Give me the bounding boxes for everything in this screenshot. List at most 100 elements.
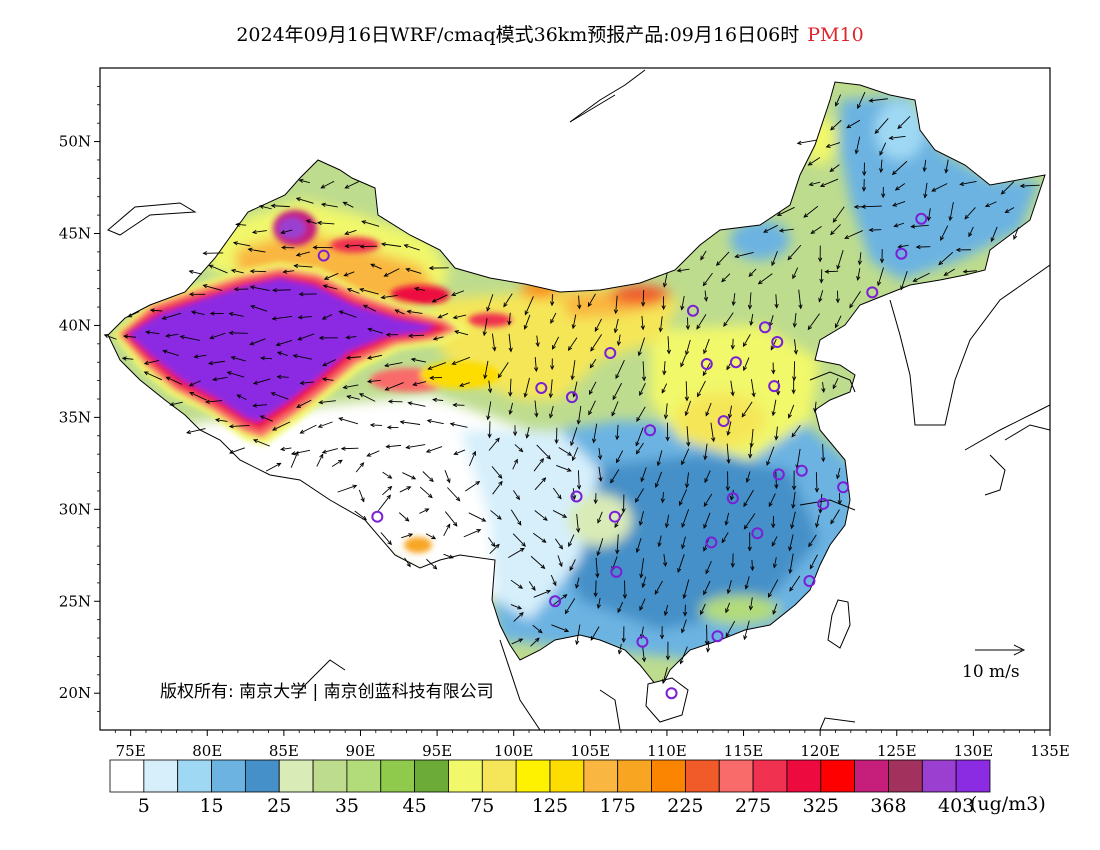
colorbar-label: 175 [600,795,636,817]
wind-arrow [568,337,578,351]
wind-arrow-head [249,341,255,346]
wind-arrow [347,395,360,400]
wind-arrow-head [568,542,573,548]
wind-arrow [384,268,400,277]
wind-arrow-head [569,566,574,572]
wind-arrow [552,487,562,499]
wind-arrow [745,576,750,589]
wind-arrow [924,182,928,198]
wind-arrow-head [258,204,264,209]
wind-arrow [794,339,797,354]
wind-arrow [306,220,317,225]
wind-arrow [189,270,202,275]
wind-arrow-head [411,475,417,480]
wind-arrow-head [677,568,682,574]
wind-arrow [362,220,380,227]
wind-arrow-head [557,494,562,500]
wind-arrow-head [616,341,622,347]
wind-arrow [829,164,840,172]
wind-arrow [210,332,226,339]
wind-arrow [638,337,646,356]
wind-arrow-head [592,438,597,444]
colorbar-label: 275 [735,795,771,817]
title-main: 2024年09月16日WRF/cmaq模式36km预报产品:09月16日06时 [236,24,800,46]
wind-arrow [822,381,825,393]
wind-arrow-head [408,333,413,338]
wind-arrow [595,557,598,578]
wind-arrow-head [366,452,372,457]
wind-arrow-head [891,170,897,176]
wind-arrow [807,313,820,330]
wind-arrow [146,331,160,335]
wind-arrow-head [813,407,818,413]
wind-arrow-head [772,609,777,615]
wind-arrow-head [676,268,682,273]
wind-arrow [991,226,998,242]
wind-arrow [818,290,824,302]
wind-arrow [426,558,437,570]
wind-arrow [368,328,384,334]
wind-arrow-head [768,502,773,508]
wind-arrow [250,270,267,273]
wind-arrow-head [685,350,690,356]
wind-arrow-head [615,435,620,441]
wind-arrow [703,580,711,595]
wind-arrow-head [276,374,282,380]
wind-arrow [427,419,444,425]
wind-arrow-head [912,277,918,282]
wind-arrow [250,286,270,291]
wind-arrow-head [680,628,686,634]
wind-arrow [726,443,730,464]
wind-arrow-head [165,333,171,338]
wind-arrow [339,310,357,318]
wind-arrow [636,406,646,422]
wind-arrow [345,244,361,247]
wind-arrow-head [745,477,750,484]
wind-arrow-head [881,193,886,199]
wind-arrow-head [548,393,553,399]
wind-arrow [598,448,601,460]
wind-arrow [231,356,246,362]
wind-arrow-head [228,330,234,336]
wind-arrow-head [228,449,234,454]
wind-arrow-head [774,435,779,441]
wind-arrow-head [684,483,690,489]
wind-arrow [844,230,863,239]
wind-arrow-head [251,229,257,235]
wind-arrow-head [576,419,581,425]
wind-arrow-head [432,336,438,341]
wind-arrow-head [127,313,133,318]
wind-arrow [382,471,392,479]
wind-arrow [568,534,575,547]
wind-arrow-head [742,342,747,348]
wind-arrow-head [190,310,196,315]
wind-arrow-head [587,302,592,308]
wind-arrow-head [535,342,540,348]
wind-arrow-head [757,280,763,285]
wind-arrow-head [472,450,477,456]
wind-arrow [281,229,293,234]
wind-arrow-head [346,288,352,293]
wind-arrow [367,379,381,383]
hainan-outline [645,677,689,723]
wind-arrow [900,270,908,290]
wind-arrow [454,449,466,455]
wind-arrow-head [205,399,210,404]
colorbar-swatch [921,759,957,793]
wind-arrow [380,532,392,545]
lon-tick-label: 125E [877,742,917,760]
longitude-axis: 75E 80E 85E 90E 95E 100E 105E 110E 115E 120E 125E 1… [114,730,1070,760]
wind-arrow [419,508,429,514]
wind-arrow [772,399,777,416]
wind-arrow-head [337,459,343,464]
wind-arrow [685,381,688,401]
colorbar-label: 403 [938,795,974,817]
wind-arrow-head [635,548,640,554]
wind-arrow [331,459,343,467]
wind-arrow [322,359,336,367]
wind-arrow [554,538,563,550]
wind-arrow [617,334,621,346]
wind-arrow-head [837,500,842,506]
wind-arrow-head [700,255,705,261]
wind-arrow [510,604,522,610]
